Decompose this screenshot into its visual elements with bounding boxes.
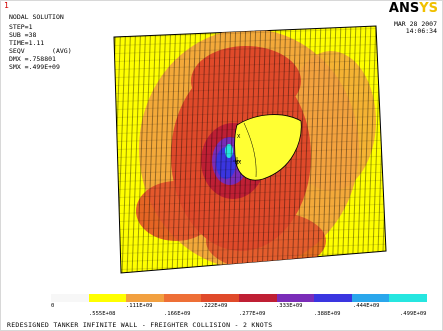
- mx-marker: MX: [233, 157, 241, 166]
- legend-label-top-1: .111E+09: [126, 303, 153, 309]
- plot-title: NODAL SOLUTION: [9, 13, 64, 21]
- legend-label-bottom-4: .499E+09: [400, 311, 427, 317]
- bow-impact-inner-line: [243, 122, 257, 178]
- legend-swatch-0: [51, 294, 89, 302]
- legend-swatch-4: [201, 294, 239, 302]
- info-step: STEP=1: [9, 23, 33, 31]
- info-smx: SMX =.499E+09: [9, 63, 60, 71]
- logo-main-text: ANS: [388, 1, 420, 16]
- date-text: MAR 28 2007: [393, 20, 437, 28]
- legend-label-top-3: .333E+09: [276, 303, 303, 309]
- datetime-stamp: MAR 28 2007 14:06:34: [394, 21, 437, 35]
- legend-label-top-4: .444E+09: [353, 303, 380, 309]
- info-time: TIME=1.11: [9, 39, 45, 47]
- logo-accent-text: YS: [419, 1, 438, 16]
- legend-label-bottom-3: .388E+09: [314, 311, 341, 317]
- window-number: 1: [4, 1, 9, 10]
- legend-swatch-2: [126, 294, 164, 302]
- legend-swatch-3: [163, 294, 202, 302]
- info-dmx: DMX =.758801: [9, 55, 56, 63]
- ansys-logo: ANSYS: [389, 1, 438, 16]
- legend-swatch-9: [389, 294, 427, 302]
- legend-label-bottom-0: .555E+08: [89, 311, 116, 317]
- info-substep: SUB =38: [9, 31, 37, 39]
- legend-label-top-2: .222E+09: [201, 303, 228, 309]
- legend-swatch-6: [276, 294, 315, 302]
- mn-x-marker-label: X: [237, 134, 241, 140]
- color-legend: [51, 294, 427, 302]
- mx-marker-label: MX: [235, 160, 241, 166]
- bow-impact-shape: [234, 114, 302, 181]
- solution-info-block: NODAL SOLUTION STEP=1 SUB =38 TIME=1.11 …: [9, 13, 72, 71]
- legend-label-top-0: 0: [51, 303, 55, 309]
- legend-swatch-8: [351, 294, 390, 302]
- legend-label-bottom-2: .277E+09: [239, 311, 266, 317]
- legend-swatch-7: [314, 294, 352, 302]
- legend-label-bottom-1: .166E+09: [164, 311, 191, 317]
- time-text: 14:06:34: [405, 27, 437, 35]
- info-result-type: SEQV (AVG): [9, 47, 72, 55]
- plot-caption: REDESIGNED TANKER INFINITE WALL - FREIGH…: [7, 321, 273, 329]
- legend-swatch-5: [238, 294, 277, 302]
- legend-swatch-1: [88, 294, 127, 302]
